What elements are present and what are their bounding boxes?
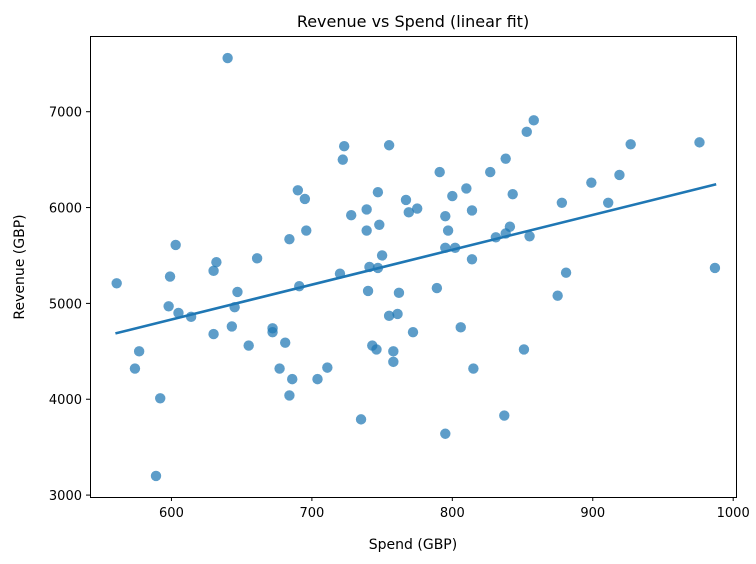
data-point (111, 278, 122, 289)
data-point (208, 265, 219, 277)
data-point (524, 231, 535, 242)
data-point (447, 190, 458, 202)
data-point (173, 307, 184, 319)
data-point (251, 253, 263, 264)
data-point (129, 363, 141, 374)
fit-line (115, 182, 717, 335)
y-axis: 3000 4000 5000 6000 7000 (49, 106, 90, 504)
data-point (292, 185, 304, 196)
data-point (355, 414, 367, 425)
data-point (603, 197, 614, 208)
data-point (403, 207, 414, 218)
chart-title: Revenue vs Spend (linear fit) (297, 12, 529, 31)
data-point (232, 286, 243, 298)
data-point (507, 188, 518, 200)
data-point (243, 340, 254, 351)
data-point (412, 203, 423, 214)
data-point (383, 140, 395, 151)
data-point (388, 346, 399, 357)
x-tick-label: 900 (580, 506, 605, 521)
data-point (400, 194, 412, 206)
data-point (163, 301, 174, 312)
data-point (434, 166, 445, 178)
data-point (392, 308, 403, 320)
data-point (301, 225, 312, 236)
data-point (155, 393, 166, 404)
data-point (133, 346, 145, 357)
data-point (552, 290, 563, 301)
x-tick-label: 1000 (717, 506, 750, 521)
data-point (346, 210, 357, 221)
data-point (284, 233, 295, 245)
data-point (226, 321, 238, 332)
data-point (299, 193, 311, 205)
x-axis-label: Spend (GBP) (369, 537, 457, 553)
data-point (504, 221, 516, 232)
data-point (150, 470, 162, 482)
data-point (407, 326, 419, 338)
data-point (521, 126, 532, 138)
data-point (322, 362, 333, 373)
data-point (466, 205, 478, 216)
data-point (362, 285, 374, 297)
data-point (466, 254, 478, 265)
data-point (586, 177, 597, 188)
plot-frame (90, 36, 737, 498)
data-point (211, 256, 222, 268)
data-point (208, 328, 219, 340)
data-point (361, 204, 372, 215)
data-point (338, 141, 350, 152)
data-point (461, 183, 472, 194)
data-point (499, 410, 510, 421)
data-point (374, 219, 385, 231)
y-tick-label: 4000 (49, 393, 82, 408)
data-point (485, 166, 496, 178)
x-tick-label: 700 (299, 506, 324, 521)
data-point (709, 262, 721, 274)
y-tick-label: 5000 (49, 297, 82, 312)
x-tick-label: 600 (159, 506, 184, 521)
data-point (361, 225, 372, 236)
data-point (372, 187, 384, 198)
data-point (431, 282, 443, 294)
data-point (500, 153, 511, 164)
data-point (468, 363, 479, 374)
data-point (287, 373, 298, 385)
data-point (614, 169, 625, 181)
data-point (312, 373, 323, 385)
data-point (556, 197, 568, 208)
data-point (280, 337, 291, 348)
x-axis: 600 700 800 900 1000 (159, 497, 750, 521)
y-tick-label: 7000 (49, 106, 82, 121)
data-point (383, 310, 395, 322)
data-point (393, 287, 405, 299)
data-point (376, 250, 388, 261)
y-axis-label: Revenue (GBP) (12, 214, 28, 319)
data-point (440, 428, 451, 439)
y-tick-label: 3000 (49, 489, 82, 504)
data-point (267, 326, 278, 338)
data-point (625, 139, 636, 150)
data-point (371, 344, 382, 355)
data-point (274, 363, 285, 374)
data-point (170, 239, 181, 251)
y-tick-label: 6000 (49, 202, 82, 217)
points-layer (111, 52, 721, 482)
data-point (528, 115, 539, 126)
data-point (388, 356, 399, 368)
data-point (518, 344, 530, 355)
data-point (222, 52, 233, 64)
data-point (560, 267, 572, 278)
data-point (442, 225, 454, 236)
x-tick-label: 800 (440, 506, 465, 521)
fit-line-layer (115, 182, 717, 335)
data-point (284, 390, 295, 401)
data-point (337, 154, 348, 165)
data-point (164, 271, 176, 282)
data-point (440, 210, 451, 222)
data-point (455, 322, 466, 333)
data-point (694, 137, 705, 148)
